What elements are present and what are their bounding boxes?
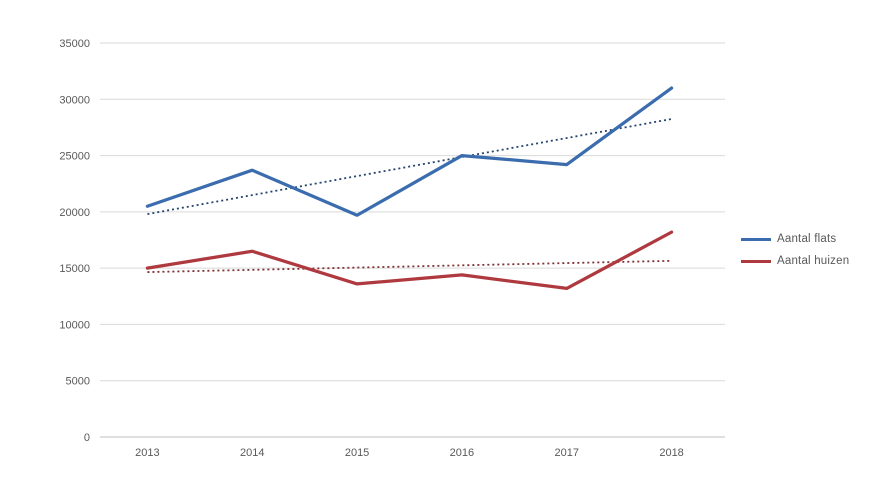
x-tick-label: 2018 xyxy=(659,447,683,459)
x-tick-label: 2017 xyxy=(555,447,579,459)
legend-line-swatch-flats xyxy=(741,237,771,241)
y-tick-label: 20000 xyxy=(59,207,90,219)
chart-legend: Aantal flats Aantal huizen xyxy=(741,228,849,272)
x-tick-label: 2014 xyxy=(240,447,264,459)
series-line-aantal-flats xyxy=(145,86,674,217)
legend-item-aantal-huizen: Aantal huizen xyxy=(741,250,849,272)
legend-label-huizen: Aantal huizen xyxy=(777,255,850,267)
y-tick-label: 15000 xyxy=(59,263,90,275)
legend-item-aantal-flats: Aantal flats xyxy=(741,228,849,250)
y-tick-label: 0 xyxy=(84,432,90,444)
x-tick-label: 2015 xyxy=(345,447,369,459)
trendline-aantal-flats xyxy=(147,118,672,215)
y-tick-label: 10000 xyxy=(59,319,90,331)
x-tick-label: 2016 xyxy=(450,447,474,459)
y-tick-label: 5000 xyxy=(66,376,90,388)
legend-label-flats: Aantal flats xyxy=(777,233,837,245)
trendline-aantal-huizen xyxy=(147,259,672,273)
y-tick-label: 25000 xyxy=(59,151,90,163)
x-tick-label: 2013 xyxy=(135,447,159,459)
y-tick-label: 30000 xyxy=(59,94,90,106)
series-line-aantal-huizen xyxy=(145,230,674,291)
legend-line-swatch-huizen xyxy=(741,259,771,263)
y-tick-label: 35000 xyxy=(59,38,90,50)
